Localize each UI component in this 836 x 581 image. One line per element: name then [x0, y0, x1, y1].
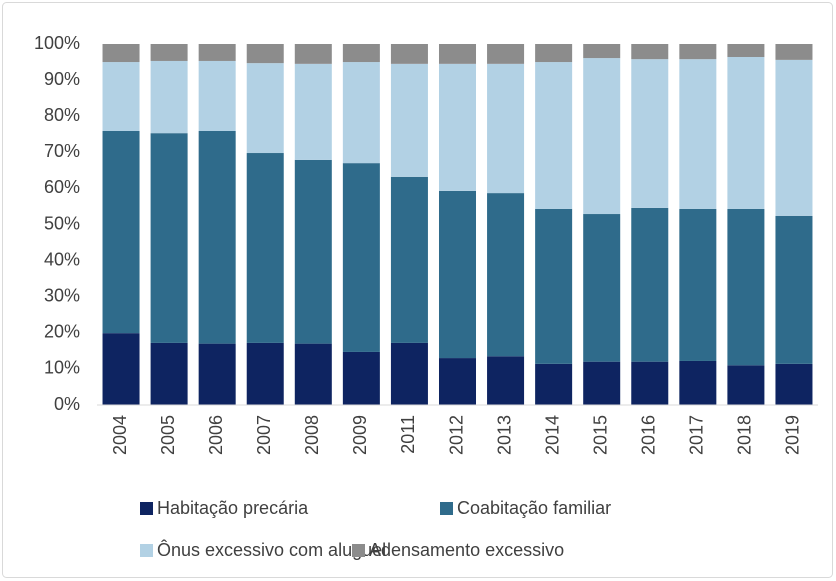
y-tick-label: 80%	[44, 105, 80, 125]
x-tick-label: 2008	[302, 415, 322, 455]
y-tick-label: 30%	[44, 285, 80, 305]
bar-segment	[535, 44, 573, 63]
x-tick-label: 2005	[158, 415, 178, 455]
legend-swatch	[140, 544, 153, 557]
bar-segment	[102, 62, 140, 132]
bar-segment	[198, 131, 236, 344]
bar-segment	[102, 44, 140, 63]
bar-segment	[390, 63, 428, 177]
bar-segment	[631, 361, 669, 405]
bar-segment	[246, 63, 284, 154]
bar-segment	[631, 59, 669, 208]
legend-swatch	[140, 502, 153, 515]
x-tick-label: 2017	[687, 415, 707, 455]
bar-segment	[438, 190, 477, 359]
bar-segment	[294, 343, 332, 405]
bar-segment	[679, 44, 717, 60]
bar-segment	[150, 342, 188, 405]
y-tick-label: 50%	[44, 213, 80, 233]
y-tick-label: 90%	[44, 69, 80, 89]
bar-segment	[631, 207, 669, 362]
y-tick-label: 10%	[44, 358, 80, 378]
bar-segment	[487, 44, 525, 64]
legend-label: Coabitação familiar	[457, 498, 611, 518]
bar-segment	[775, 215, 813, 364]
bar-segment	[727, 44, 765, 57]
bar-segment	[583, 58, 621, 215]
bar-segment	[631, 44, 669, 60]
bar-segment	[487, 356, 525, 405]
bar-segment	[727, 56, 765, 209]
legend-swatch	[352, 544, 365, 557]
bar-segment	[198, 44, 236, 61]
bar-segment	[535, 208, 573, 364]
bar-segment	[294, 44, 332, 64]
x-tick-label: 2015	[590, 415, 610, 455]
x-tick-label: 2009	[350, 415, 370, 455]
bar-segment	[727, 208, 765, 366]
x-tick-label: 2016	[639, 415, 659, 455]
x-tick-label: 2019	[783, 415, 803, 455]
y-tick-label: 0%	[54, 394, 80, 414]
legend-label: Ônus excessivo com aluguel	[157, 539, 386, 560]
bar-segment	[150, 60, 188, 134]
bar-segment	[342, 351, 380, 405]
bar-segment	[679, 59, 717, 209]
x-tick-label: 2006	[206, 415, 226, 455]
x-tick-label: 2018	[735, 415, 755, 455]
bar-segment	[198, 343, 236, 405]
bar-segment	[679, 360, 717, 405]
bar-segment	[294, 63, 332, 160]
bar-segment	[535, 62, 573, 209]
bar-segment	[150, 133, 188, 343]
bar-segment	[390, 342, 428, 405]
y-tick-label: 20%	[44, 322, 80, 342]
bar-segment	[583, 44, 621, 59]
x-tick-label: 2012	[446, 415, 466, 455]
bar-segment	[535, 363, 573, 405]
legend-label: Adensamento excessivo	[369, 540, 564, 560]
y-tick-label: 60%	[44, 177, 80, 197]
bar-segment	[679, 208, 717, 361]
bar-segment	[246, 44, 284, 64]
bar-segment	[246, 153, 284, 343]
x-tick-label: 2014	[542, 415, 562, 455]
bar-segment	[438, 358, 477, 405]
bar-segment	[775, 44, 813, 60]
bar-segment	[583, 214, 621, 362]
bar-segment	[102, 131, 140, 334]
y-tick-label: 40%	[44, 249, 80, 269]
bar-segment	[727, 365, 765, 405]
bar-segment	[342, 62, 380, 164]
x-tick-label: 2007	[254, 415, 274, 455]
bar-segment	[390, 44, 428, 64]
bar-segment	[583, 361, 621, 405]
bar-segment	[246, 342, 284, 405]
bar-segment	[342, 44, 380, 63]
bar-segment	[487, 63, 525, 194]
y-tick-label: 70%	[44, 141, 80, 161]
bar-segment	[487, 193, 525, 357]
bar-segment	[390, 176, 428, 343]
x-tick-label: 2004	[110, 415, 130, 455]
bar-segment	[294, 159, 332, 344]
x-tick-label: 2013	[494, 415, 514, 455]
bar-segment	[438, 63, 477, 191]
bar-segment	[775, 363, 813, 405]
x-tick-label: 2011	[398, 415, 418, 454]
y-tick-label: 100%	[34, 33, 80, 53]
bar-segment	[775, 59, 813, 216]
legend-label: Habitação precária	[157, 498, 309, 518]
bar-segment	[342, 163, 380, 352]
bar-segment	[198, 60, 236, 132]
bar-segment	[102, 333, 140, 405]
bar-segment	[150, 44, 188, 61]
bar-segment	[438, 44, 477, 64]
legend-swatch	[440, 502, 453, 515]
